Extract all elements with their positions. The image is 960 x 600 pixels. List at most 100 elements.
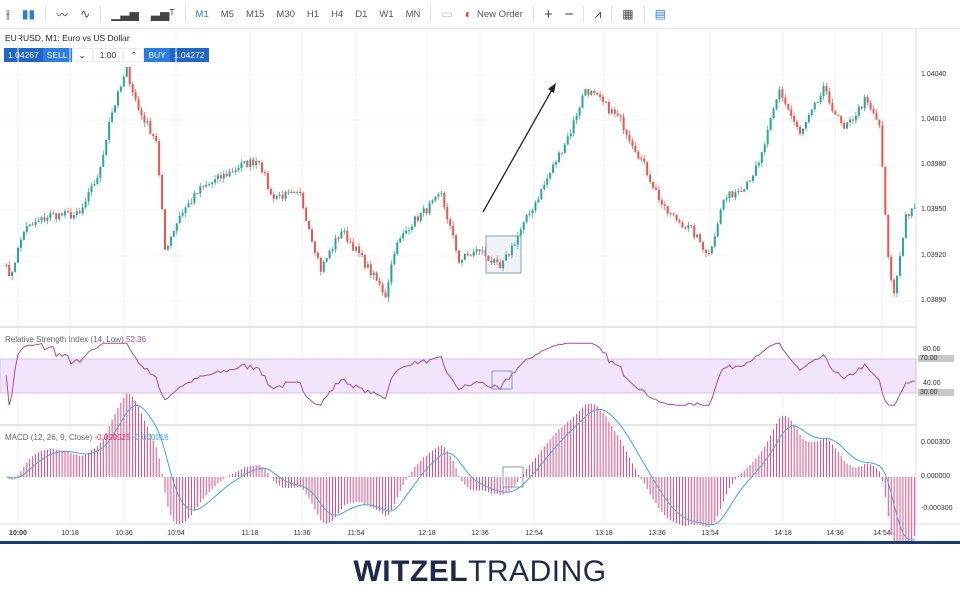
candle [863, 94, 866, 111]
candle [666, 205, 669, 217]
candle [316, 250, 319, 260]
candle [440, 190, 443, 197]
timeframe-m30[interactable]: M30 [276, 8, 295, 20]
line-icon[interactable]: 〰 [56, 7, 69, 22]
candle [713, 233, 716, 248]
candle [590, 90, 593, 96]
chart-canvas[interactable] [0, 0, 960, 541]
candle [17, 246, 19, 263]
candle [787, 103, 790, 112]
candle [857, 104, 860, 119]
time-axis-label: 12:36 [471, 530, 489, 537]
candle [146, 117, 149, 126]
candle [602, 93, 605, 106]
new-order-button[interactable]: ◐ New Order [459, 0, 529, 29]
candle [372, 270, 375, 280]
signal-line [6, 404, 915, 541]
lot-increase[interactable]: ⌃ [123, 48, 145, 62]
candle [158, 138, 161, 177]
candle [449, 217, 452, 230]
candle [828, 87, 831, 105]
candle [196, 192, 199, 195]
candle [205, 181, 208, 189]
candle [543, 181, 546, 191]
candle [443, 191, 446, 210]
timeframe-m5[interactable]: M5 [220, 8, 234, 20]
candle [43, 212, 46, 224]
timeframe-d1[interactable]: D1 [355, 8, 368, 20]
candle [804, 121, 807, 131]
candle [557, 150, 560, 164]
area-icon[interactable]: ∿ [80, 7, 91, 21]
sell-button[interactable]: SELL [42, 48, 72, 62]
candle [281, 190, 284, 202]
timeframe-h1[interactable]: H1 [306, 8, 320, 20]
candle [325, 257, 328, 263]
document-icon[interactable]: ▤ [654, 7, 666, 21]
candle [161, 172, 164, 210]
zoom-out-icon[interactable]: − [564, 5, 574, 23]
candle [463, 253, 466, 261]
grid [0, 29, 916, 524]
candle [122, 74, 125, 88]
calendar-icon[interactable]: ▦ [622, 7, 634, 21]
candle [793, 112, 796, 126]
timeframe-m1[interactable]: M1 [195, 8, 209, 20]
toolbar: ⫲ ▮▮ 〰 ∿ ▁▃▅ ▃▅ᵀ M1 M5 M15 M30 H1 H4 D1 W1 MN ▭ ◐ New Ord… [0, 0, 960, 29]
time-axis-label: 10:36 [115, 530, 133, 537]
candle [696, 233, 699, 238]
time-axis-label: 14:18 [774, 530, 792, 537]
volume-icon[interactable]: ▁▃▅ [111, 7, 139, 21]
indicators-icon[interactable]: ▃▅ᵀ [150, 7, 175, 21]
lot-decrease[interactable]: ⌄ [71, 48, 93, 62]
candle [237, 164, 240, 173]
highlight-box-macd[interactable] [502, 466, 524, 488]
zoom-in-icon[interactable]: + [543, 5, 553, 23]
timeframe-mn[interactable]: MN [405, 8, 421, 20]
candle [381, 281, 384, 296]
candle [290, 189, 293, 194]
candle [837, 114, 840, 117]
buy-button[interactable]: BUY [144, 48, 170, 62]
candle [22, 230, 25, 241]
candles-icon[interactable]: ▮▮ [21, 7, 36, 21]
candle [625, 128, 628, 140]
macd-axis-label: -0.000300 [921, 505, 953, 512]
sell-price[interactable]: 1.04267 [4, 48, 43, 62]
highlight-box-rsi[interactable] [491, 370, 513, 390]
lot-input[interactable]: 1.00 [92, 48, 124, 62]
candle [31, 221, 34, 226]
candle [458, 250, 460, 265]
timeframe-w1[interactable]: W1 [379, 8, 394, 20]
witzel-trading-logo: WITZELTRADING [353, 555, 607, 588]
timeframe-m15[interactable]: M15 [245, 8, 265, 20]
candle [328, 248, 331, 260]
candle [255, 157, 258, 169]
screenshot-icon[interactable]: ▭ [441, 7, 453, 21]
candle [93, 180, 96, 187]
candle [675, 214, 678, 222]
rsi-band [0, 358, 917, 394]
candle [243, 160, 246, 164]
candle [728, 191, 731, 203]
price-axis-label: 1.03890 [921, 297, 947, 304]
candle [846, 122, 849, 129]
indicator-icon[interactable]: ⩘ [594, 6, 602, 21]
buy-price[interactable]: 1.04272 [169, 48, 209, 62]
candle [605, 100, 607, 104]
candle [184, 205, 187, 218]
candle [878, 119, 881, 129]
candle [560, 152, 563, 156]
candle [654, 183, 657, 190]
highlight-box[interactable] [485, 235, 522, 274]
candle [478, 249, 481, 255]
candle [702, 240, 705, 253]
timeframe-h4[interactable]: H4 [331, 8, 344, 20]
candle [690, 224, 693, 228]
candle [893, 277, 896, 298]
candle [155, 133, 158, 144]
candle [887, 214, 890, 259]
trend-arrow[interactable] [482, 87, 554, 213]
bars-icon[interactable]: ⫲ [6, 6, 10, 21]
candle [134, 88, 137, 102]
